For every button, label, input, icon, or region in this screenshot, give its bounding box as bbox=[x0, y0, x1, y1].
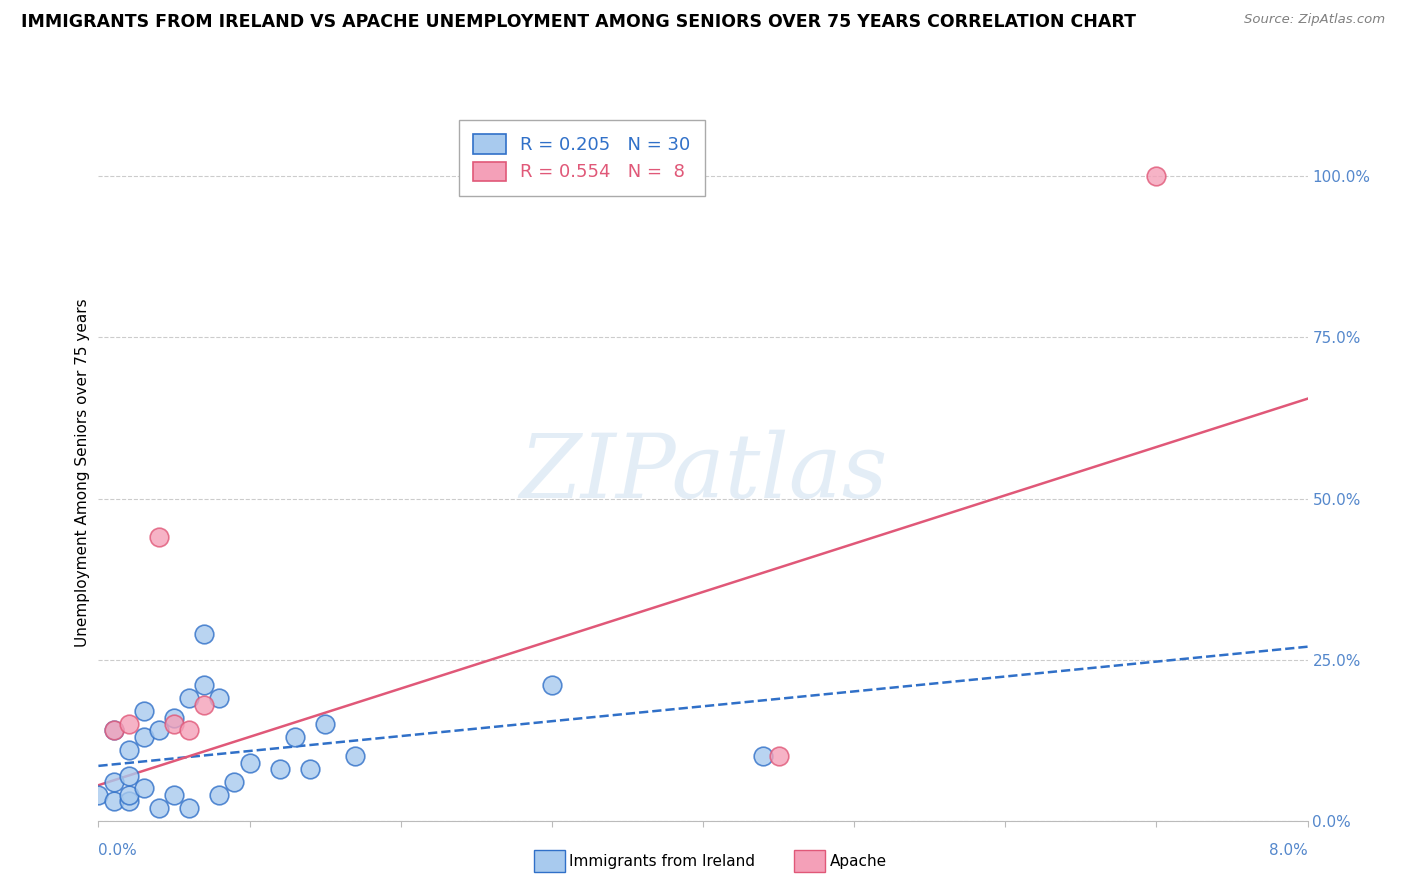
Point bbox=[193, 698, 215, 712]
Point bbox=[118, 743, 141, 757]
Point bbox=[163, 710, 186, 724]
Point bbox=[148, 723, 170, 738]
Point bbox=[344, 749, 367, 764]
Point bbox=[103, 723, 125, 738]
Point bbox=[314, 717, 336, 731]
Point bbox=[118, 794, 141, 808]
Point bbox=[193, 678, 215, 692]
Point bbox=[269, 762, 291, 776]
Point bbox=[118, 768, 141, 782]
Point bbox=[148, 530, 170, 544]
Point bbox=[163, 788, 186, 802]
Text: 8.0%: 8.0% bbox=[1268, 843, 1308, 858]
Point bbox=[103, 723, 125, 738]
Point bbox=[179, 723, 201, 738]
Text: Source: ZipAtlas.com: Source: ZipAtlas.com bbox=[1244, 13, 1385, 27]
Point bbox=[148, 801, 170, 815]
Point bbox=[179, 801, 201, 815]
Point bbox=[87, 788, 110, 802]
Point bbox=[224, 775, 246, 789]
Point bbox=[768, 749, 790, 764]
Point bbox=[1146, 169, 1168, 184]
Point bbox=[103, 794, 125, 808]
Point bbox=[299, 762, 322, 776]
Text: Apache: Apache bbox=[830, 854, 887, 869]
Point bbox=[284, 730, 307, 744]
Point bbox=[103, 775, 125, 789]
Y-axis label: Unemployment Among Seniors over 75 years: Unemployment Among Seniors over 75 years bbox=[75, 299, 90, 647]
Legend: R = 0.205   N = 30, R = 0.554   N =  8: R = 0.205 N = 30, R = 0.554 N = 8 bbox=[458, 120, 706, 196]
Point bbox=[118, 788, 141, 802]
Point bbox=[208, 691, 231, 706]
Point bbox=[208, 788, 231, 802]
Point bbox=[193, 627, 215, 641]
Point bbox=[752, 749, 775, 764]
Point bbox=[239, 756, 262, 770]
Point bbox=[541, 678, 564, 692]
Point bbox=[132, 730, 155, 744]
Point bbox=[132, 704, 155, 718]
Text: ZIPatlas: ZIPatlas bbox=[519, 429, 887, 516]
Text: IMMIGRANTS FROM IRELAND VS APACHE UNEMPLOYMENT AMONG SENIORS OVER 75 YEARS CORRE: IMMIGRANTS FROM IRELAND VS APACHE UNEMPL… bbox=[21, 13, 1136, 31]
Point bbox=[118, 717, 141, 731]
Text: 0.0%: 0.0% bbox=[98, 843, 138, 858]
Text: Immigrants from Ireland: Immigrants from Ireland bbox=[569, 854, 755, 869]
Point bbox=[163, 717, 186, 731]
Point bbox=[132, 781, 155, 796]
Point bbox=[179, 691, 201, 706]
